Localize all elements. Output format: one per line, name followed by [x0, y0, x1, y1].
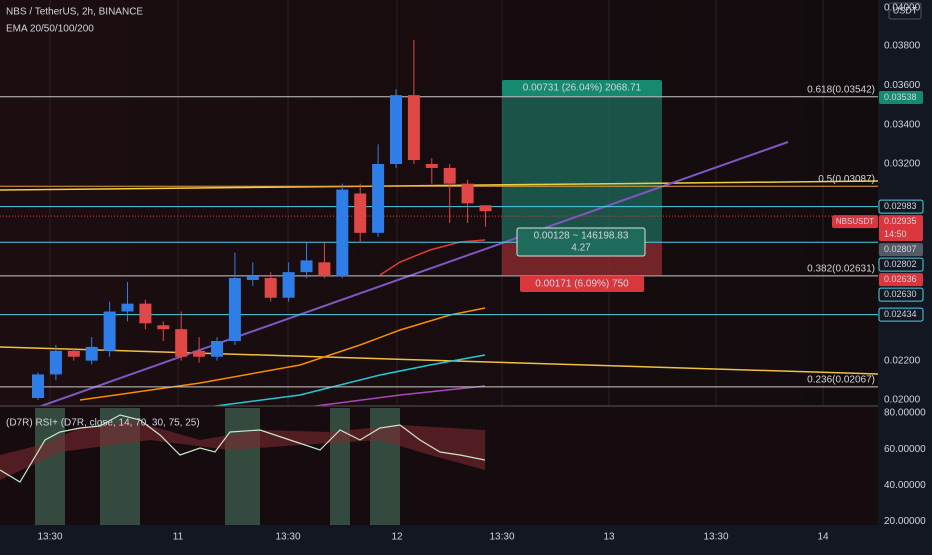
trendline [0, 180, 879, 191]
price-tag [878, 199, 924, 214]
price-tick-label: 0.02000 [884, 395, 921, 406]
candle-body [175, 329, 188, 357]
candle-body [407, 95, 420, 161]
price-tag [879, 243, 923, 257]
time-axis [0, 525, 932, 550]
stop-label: 0.00171 (6.09%) 750 [535, 279, 629, 290]
candle-body [157, 325, 170, 330]
target-zone [502, 82, 662, 242]
time-tick-label: 14 [817, 532, 829, 543]
price-tag-label: 0.02434 [884, 309, 917, 319]
price-layer: 0.618(0.03542) 0.5(0.03087) 0.382(0.02631)… [0, 40, 878, 400]
price-tag [879, 273, 923, 287]
price-tag-label: 0.03538 [884, 92, 917, 102]
price-tag [878, 257, 924, 272]
price-tag-label: 0.02935 [884, 216, 917, 226]
price-tag-label: 0.02807 [884, 244, 917, 254]
time-tick-label: 11 [173, 532, 184, 543]
candle-body [282, 272, 295, 298]
price-tag-label: 0.02983 [884, 201, 917, 211]
candle-body [354, 193, 367, 233]
ratio-box [516, 227, 646, 257]
candle-body [193, 350, 206, 357]
price-tick-label: 0.03200 [884, 159, 921, 170]
rsi-tick-label: 80.00000 [884, 408, 926, 419]
symbol-title: NBS / TetherUS, 2h, BINANCE [6, 7, 143, 18]
price-tag-timer: 14:50 [884, 229, 907, 239]
ema-20 [379, 239, 486, 276]
price-tag [879, 91, 923, 105]
candle-body [49, 350, 62, 375]
candle-body [139, 303, 152, 324]
time-tick-label: 13:30 [703, 532, 728, 543]
price-tick-label: 0.03400 [884, 119, 921, 130]
fib-label: 0.382(0.02631) [807, 264, 875, 275]
trendline [0, 346, 879, 375]
ema-200 [299, 385, 486, 409]
time-tick-label: 13:30 [37, 532, 62, 543]
price-tick-label: 0.04000 [884, 3, 921, 14]
candle-body [443, 167, 456, 184]
currency-button[interactable] [888, 2, 922, 20]
symbol-tag-label: NBSUSDT [836, 217, 874, 226]
rsi-title: (D7R) RSI+ (D7R, close, 14, 70, 30, 75, … [6, 418, 200, 429]
price-tag-label: 0.02630 [884, 289, 917, 299]
time-tick-label: 13:30 [275, 532, 300, 543]
price-tag [878, 287, 924, 302]
candle-body [246, 276, 259, 281]
currency-label[interactable]: USDT [893, 5, 918, 15]
price-tag [879, 215, 923, 242]
ratio-value: 4.27 [571, 243, 591, 254]
candle-body [461, 183, 474, 204]
fib-label: 0.618(0.03542) [807, 84, 875, 95]
candle-body [318, 262, 331, 277]
price-tag-label: 0.02802 [884, 259, 917, 269]
candle-body [479, 205, 492, 212]
candle-body [372, 163, 385, 233]
ratio-label: 0.00128 ~ 146198.83 [534, 231, 629, 242]
candle-body [336, 189, 349, 277]
indicator-title: EMA 20/50/100/200 [6, 24, 94, 35]
price-tag [878, 307, 924, 322]
candle-body [67, 350, 80, 357]
candle-body [390, 95, 402, 164]
rsi-cloud [0, 420, 485, 480]
symbol-tag [832, 215, 878, 229]
candle-body [300, 260, 313, 273]
rsi-tick-label: 60.00000 [884, 444, 926, 455]
stop-label-box [520, 276, 644, 292]
price-tick-label: 0.02200 [884, 355, 921, 366]
target-label: 0.00731 (26.04%) 2068.71 [523, 83, 642, 94]
fib-label: 0.5(0.03087) [818, 174, 875, 185]
time-tick-label: 12 [391, 532, 403, 543]
ema-100 [199, 354, 486, 409]
rsi-tick-label: 20.00000 [884, 516, 926, 527]
candle-body [264, 278, 277, 298]
candle-body [425, 163, 438, 168]
fib-label: 0.236(0.02067) [807, 374, 875, 385]
candle-body [32, 374, 44, 399]
price-tick-label: 0.03600 [884, 80, 921, 91]
candle-body [228, 278, 241, 341]
candle-body [211, 340, 223, 357]
target-label-box [502, 80, 662, 96]
rsi-line [0, 414, 486, 483]
candle-body [121, 303, 134, 312]
time-tick-label: 13 [603, 532, 615, 543]
candle-body [103, 311, 116, 351]
rsi-tick-label: 40.00000 [884, 480, 926, 491]
price-tag-label: 0.02636 [884, 274, 917, 284]
time-tick-label: 13:30 [489, 532, 514, 543]
candle-body [85, 346, 98, 361]
price-tick-label: 0.03800 [884, 41, 921, 52]
